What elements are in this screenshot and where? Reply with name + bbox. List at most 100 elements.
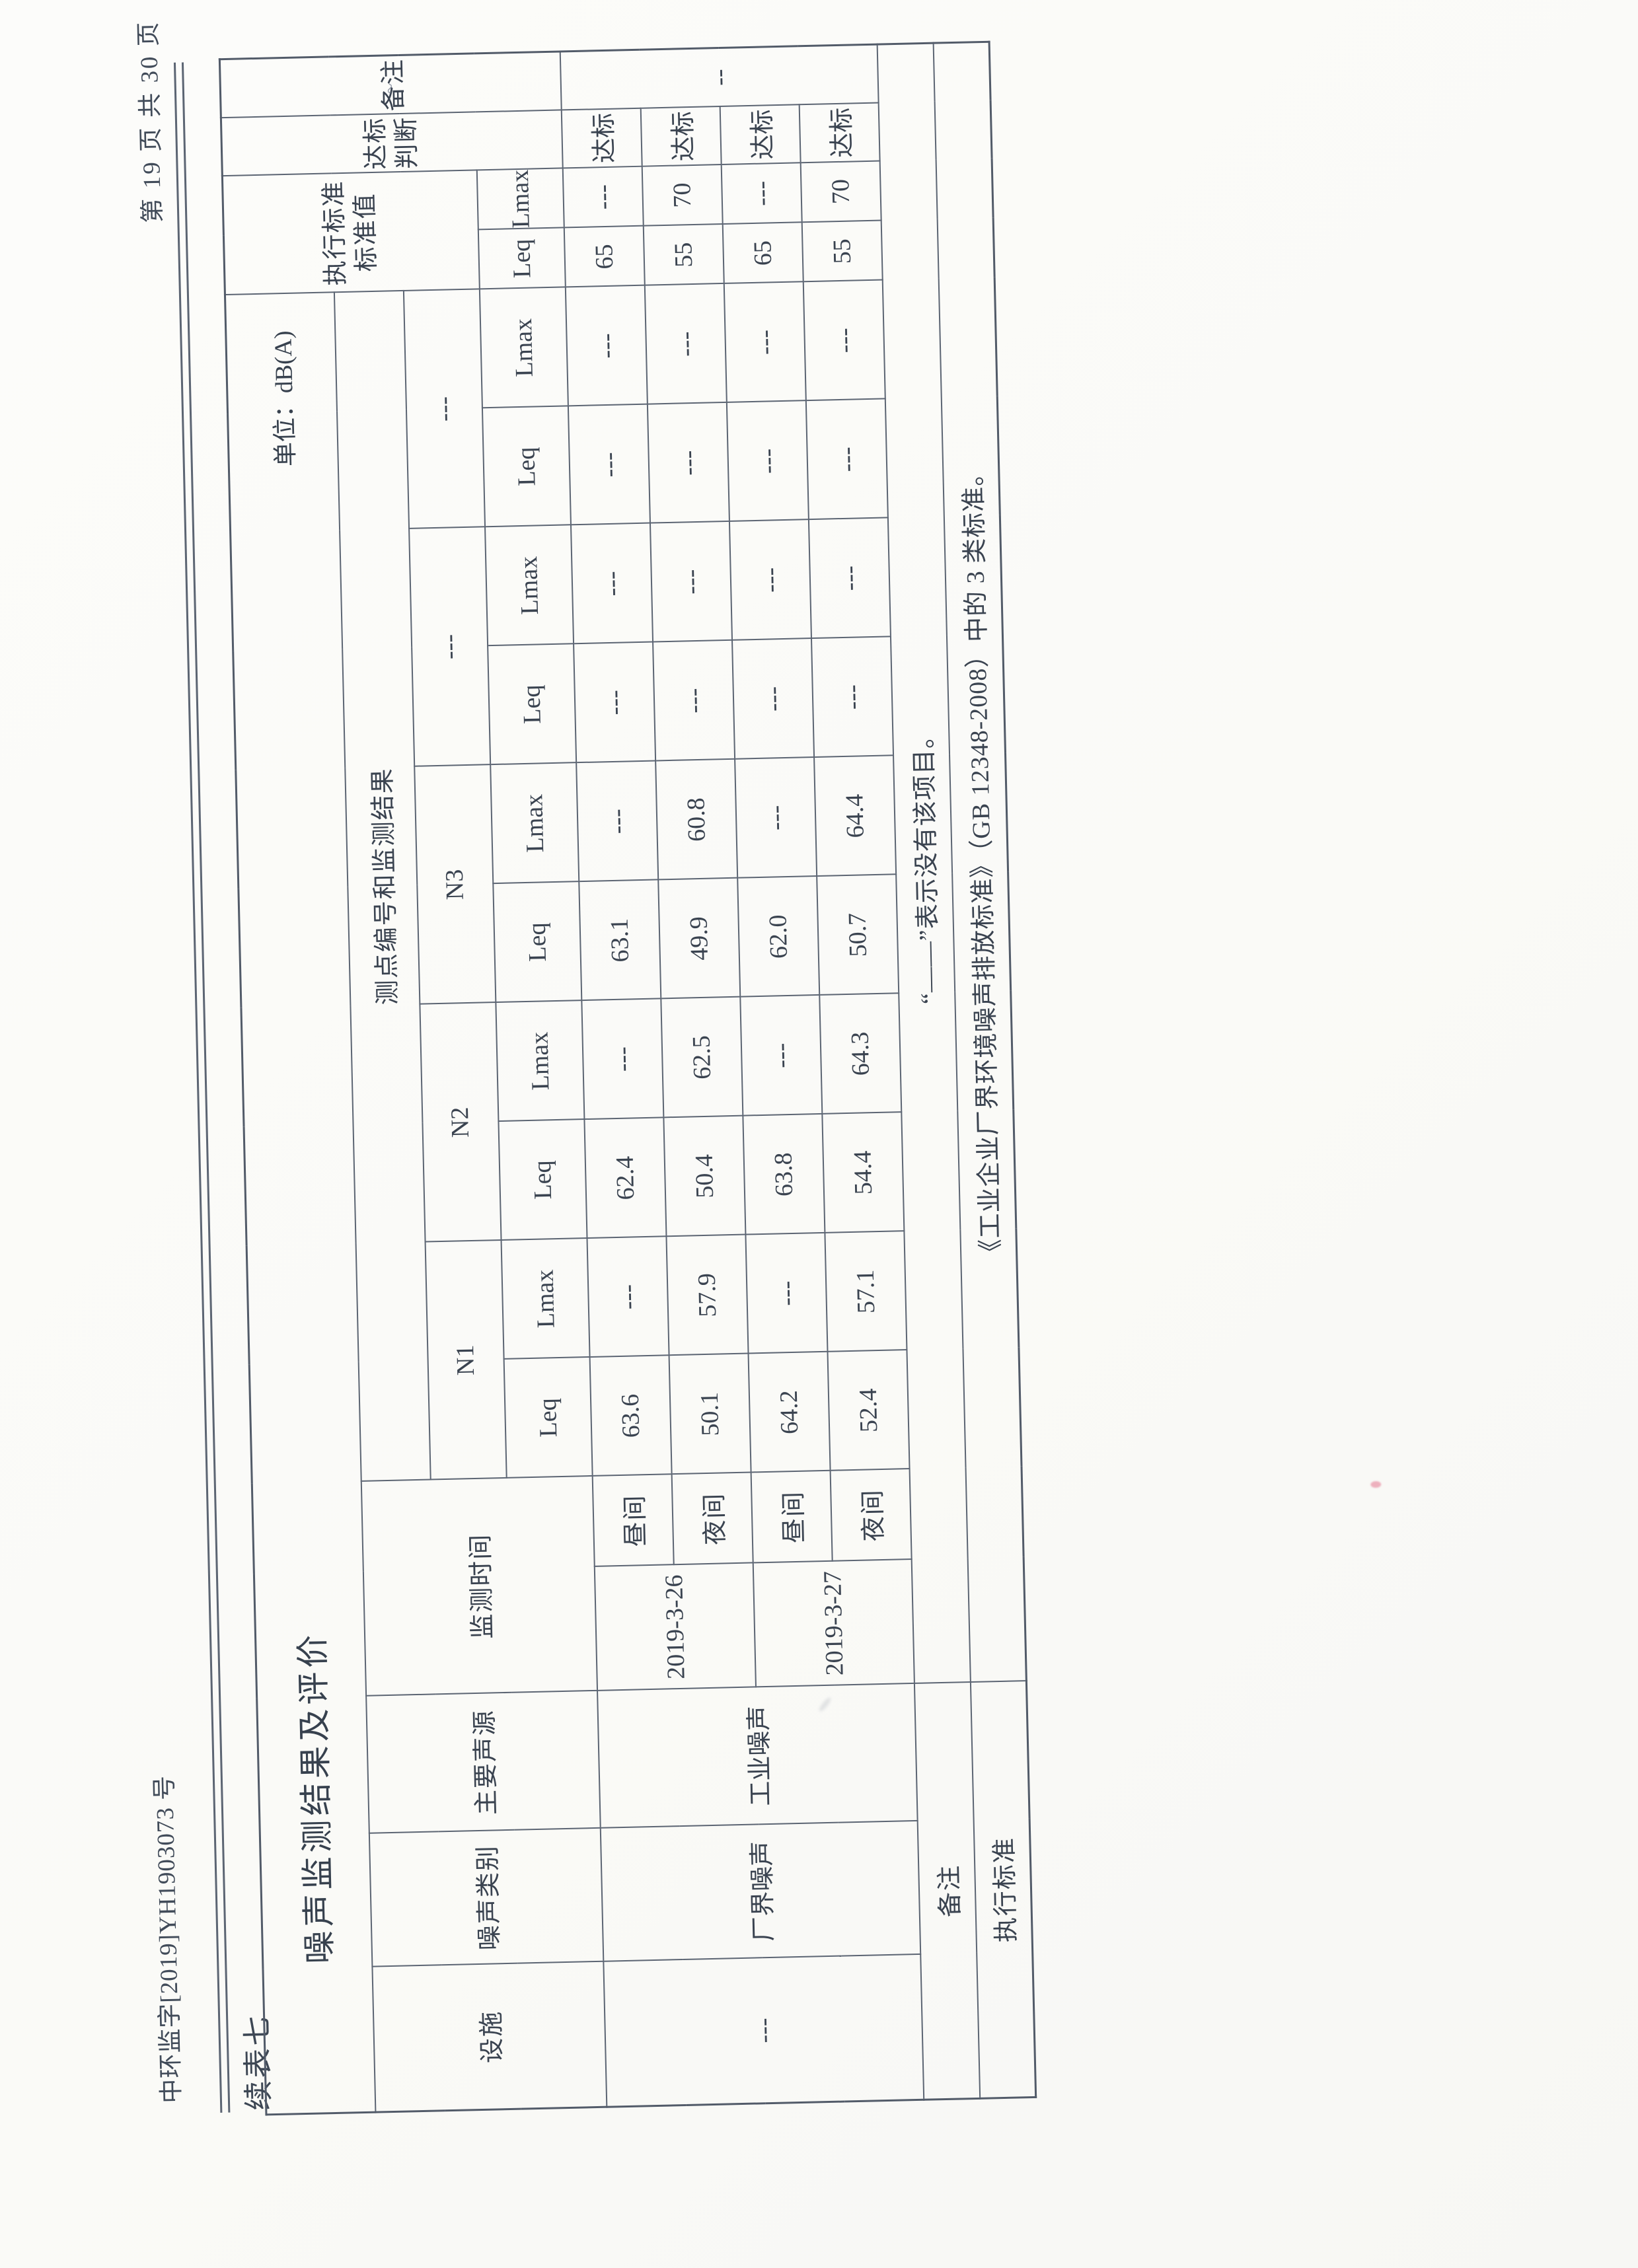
r3-result: 达标 bbox=[720, 104, 801, 165]
r4-n1-leq: 52.4 bbox=[827, 1350, 910, 1471]
r2-p4-leq: --- bbox=[652, 640, 735, 761]
r2-n2-leq: 50.4 bbox=[663, 1116, 745, 1237]
unit-label: 单位：dB(A) bbox=[270, 330, 301, 467]
r1-n1-leq: 63.6 bbox=[589, 1355, 672, 1477]
r3-p5-lmax: --- bbox=[724, 281, 806, 403]
main-source-header: 主要声源 bbox=[365, 1691, 601, 1834]
table-title: 噪声监测结果及评价 bbox=[294, 1630, 339, 1965]
r3-p5-leq: --- bbox=[726, 400, 809, 522]
r2-p4-lmax: --- bbox=[650, 521, 732, 643]
r1-p4-leq: --- bbox=[573, 642, 655, 763]
r3-p4-lmax: --- bbox=[729, 519, 811, 641]
compliance-header-line1: 达标 bbox=[361, 116, 391, 170]
r1-p4-lmax: --- bbox=[570, 523, 653, 644]
compliance-header-line2: 判断 bbox=[392, 116, 422, 170]
r2-n3-leq: 49.9 bbox=[657, 878, 740, 999]
p5-lmax-header: Lmax bbox=[479, 287, 568, 408]
r1-n2-lmax: --- bbox=[581, 998, 663, 1120]
p5-leq-header: Leq bbox=[482, 406, 571, 527]
standard-header-line1: 执行标准 bbox=[319, 180, 350, 286]
r4-n3-leq: 50.7 bbox=[816, 874, 899, 996]
r4-result: 达标 bbox=[799, 102, 880, 163]
r3-std-lmax: --- bbox=[721, 163, 802, 225]
r2-n1-leq: 50.1 bbox=[669, 1354, 751, 1475]
remark-column-header: ~ 备注 bbox=[219, 52, 562, 118]
r3-n3-lmax: --- bbox=[734, 757, 817, 879]
r4-n2-lmax: 64.3 bbox=[819, 993, 901, 1115]
facility-header: 设施 bbox=[371, 1961, 607, 2113]
remark-value: -- bbox=[560, 44, 879, 110]
main-source-value: 工业噪声 bbox=[597, 1683, 918, 1829]
noise-results-table: 噪声监测结果及评价 单位：dB(A) 执行标准 标准值 达标 判断 ~ 备注 bbox=[218, 41, 1037, 2116]
date-2: 2019-3-27 bbox=[753, 1559, 914, 1687]
r2-std-leq: 55 bbox=[643, 224, 724, 286]
n3-lmax-header: Lmax bbox=[490, 762, 579, 884]
r2-n1-lmax: 57.9 bbox=[665, 1235, 749, 1356]
std-leq-header: Leq bbox=[478, 227, 566, 289]
period-r1: 昼间 bbox=[592, 1474, 674, 1567]
period-r4: 夜间 bbox=[830, 1469, 912, 1562]
r3-n1-leq: 64.2 bbox=[748, 1352, 831, 1473]
point-header-n2: N2 bbox=[419, 1002, 502, 1243]
noise-type-value: 厂界噪声 bbox=[600, 1821, 920, 1962]
pink-scan-artifact bbox=[1370, 1481, 1382, 1488]
point-header-4: --- bbox=[408, 527, 490, 767]
r1-p5-lmax: --- bbox=[565, 285, 648, 406]
r4-std-lmax: 70 bbox=[800, 161, 881, 223]
document-number: 中环监字[2019]YH1903073 号 bbox=[151, 1774, 186, 2104]
r1-n3-lmax: --- bbox=[576, 760, 658, 882]
r1-n3-leq: 63.1 bbox=[578, 879, 661, 1001]
n1-lmax-header: Lmax bbox=[501, 1238, 590, 1360]
r3-n3-leq: 62.0 bbox=[737, 876, 819, 998]
n1-leq-header: Leq bbox=[503, 1357, 593, 1479]
point-header-n3: N3 bbox=[414, 764, 496, 1005]
header-rule bbox=[173, 62, 231, 2113]
r2-std-lmax: 70 bbox=[642, 164, 723, 227]
r2-n2-lmax: 62.5 bbox=[660, 997, 743, 1118]
r4-p4-lmax: --- bbox=[808, 517, 891, 639]
r4-n2-leq: 54.4 bbox=[821, 1112, 904, 1233]
r1-n1-lmax: --- bbox=[587, 1236, 669, 1358]
facility-value: --- bbox=[603, 1954, 924, 2107]
r3-n2-lmax: --- bbox=[739, 995, 822, 1116]
r4-p5-leq: --- bbox=[805, 398, 888, 520]
std-lmax-header: Lmax bbox=[476, 168, 564, 230]
r2-result: 达标 bbox=[640, 106, 722, 166]
noise-type-header: 噪声类别 bbox=[369, 1828, 603, 1967]
standard-value-header: 执行标准 标准值 bbox=[222, 170, 480, 295]
p4-leq-header: Leq bbox=[487, 643, 576, 765]
p4-lmax-header: Lmax bbox=[484, 525, 574, 646]
n3-leq-header: Leq bbox=[492, 881, 581, 1003]
r2-p5-lmax: --- bbox=[644, 283, 727, 405]
r3-n2-leq: 63.8 bbox=[742, 1114, 825, 1235]
standard-note-label: 执行标准 bbox=[970, 1681, 1036, 2099]
r3-n1-lmax: --- bbox=[745, 1233, 827, 1354]
r4-p5-lmax: --- bbox=[803, 280, 885, 401]
standard-header-line2: 标准值 bbox=[351, 192, 381, 272]
r4-p4-leq: --- bbox=[811, 636, 893, 758]
point-header-5: --- bbox=[403, 289, 485, 529]
r1-p5-leq: --- bbox=[568, 404, 650, 525]
r4-n1-lmax: 57.1 bbox=[824, 1231, 907, 1352]
r3-std-leq: 65 bbox=[722, 222, 803, 284]
r2-p5-leq: --- bbox=[647, 402, 729, 524]
r1-n2-leq: 62.4 bbox=[583, 1117, 666, 1239]
r1-result: 达标 bbox=[561, 108, 642, 168]
remark-note-label: 备注 bbox=[914, 1682, 980, 2100]
r4-n3-lmax: 64.4 bbox=[813, 755, 896, 877]
compliance-header: 达标 判断 bbox=[221, 110, 563, 176]
r2-n3-lmax: 60.8 bbox=[655, 759, 737, 880]
page-number: 第 19 页 共 30 页 bbox=[135, 19, 167, 223]
period-r3: 昼间 bbox=[751, 1471, 833, 1563]
r4-std-leq: 55 bbox=[801, 221, 883, 282]
period-r2: 夜间 bbox=[671, 1472, 753, 1565]
n2-leq-header: Leq bbox=[498, 1119, 587, 1241]
r1-std-lmax: --- bbox=[562, 166, 644, 228]
date-1: 2019-3-26 bbox=[594, 1562, 756, 1691]
n2-lmax-header: Lmax bbox=[495, 1000, 584, 1122]
point-header-n1: N1 bbox=[425, 1240, 507, 1480]
r3-p4-leq: --- bbox=[731, 638, 814, 760]
